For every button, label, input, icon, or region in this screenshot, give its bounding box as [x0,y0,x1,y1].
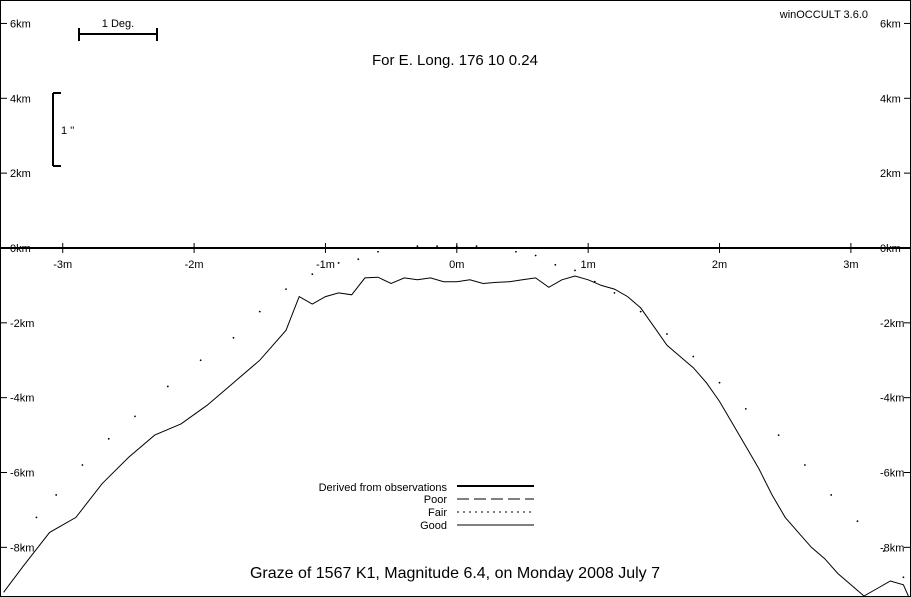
y-tick-label-left: -6km [10,468,34,480]
fair-limb-point [882,550,885,552]
fair-limb-point [475,245,478,248]
fair-limb-point [436,245,439,248]
x-tick-label: 3m [843,259,858,271]
fair-limb-point [81,464,84,466]
graze-footer: Graze of 1567 K1, Magnitude 6.4, on Mond… [250,565,660,582]
fair-limb-point [35,516,38,519]
y-tick-label-right: -2km [880,318,904,330]
fair-limb-point [718,381,721,384]
version-label: winOCCULT 3.6.0 [779,9,868,21]
fair-limb-point [534,254,537,257]
x-tick-label: 1m [581,259,596,271]
axes: -3m -2m -1m 0m 1m 2m 3m 6km 6km 4km 4km 2km 2km 0km 0k… [1,18,910,554]
fair-limb-point [902,576,905,579]
series-fair-points [22,245,905,579]
longitude-header: For E. Long. 176 10 0.24 [372,52,538,69]
y-tick-label-right: -4km [880,393,904,405]
fair-limb-point [416,245,419,248]
fair-limb-point [396,247,399,249]
y-tick-label-left: 4km [10,93,31,105]
fair-limb-point [554,263,557,266]
fair-limb-point [166,385,169,388]
fair-limb-point [515,250,517,253]
x-tick-label: -2m [185,259,204,271]
x-tick-label: -3m [53,259,72,271]
arcsec-scale-label: 1 '' [61,125,74,137]
arcsec-scale-bar [52,92,61,167]
fair-limb-point [357,258,360,261]
fair-limb-point [856,520,859,523]
y-tick-label-left: 2km [10,168,31,180]
legend-label-good: Good [420,520,447,532]
fair-limb-point [830,494,833,496]
fair-limb-point [134,415,136,418]
fair-limb-point [574,269,576,272]
y-tick-label-left: 0km [10,243,31,255]
fair-limb-point [777,434,780,436]
fair-limb-point [613,291,616,294]
y-tick-label-right: 2km [880,168,901,180]
fair-limb-point [107,437,110,440]
fair-limb-point [232,336,235,339]
fair-limb-point [495,247,498,249]
fair-limb-point [804,464,806,466]
fair-limb-point [377,250,379,253]
degree-scale-bar [78,28,158,41]
y-tick-label-right: 6km [880,18,901,30]
y-tick-label-right: 0km [880,243,901,255]
legend-label-poor: Poor [424,494,448,506]
y-tick-label-right: -8km [880,542,904,554]
y-tick-label-right: 4km [880,93,901,105]
fair-limb-point [22,546,25,549]
fair-limb-point [258,310,261,313]
fair-limb-point [337,262,340,264]
y-tick-label-left: -4km [10,393,34,405]
fair-limb-point [593,280,596,283]
fair-limb-point [744,407,747,410]
y-tick-label-left: -8km [10,542,34,554]
x-tick-label: -1m [316,259,335,271]
y-tick-label-right: -6km [880,468,904,480]
series-good-line [3,275,909,596]
legend-label-fair: Fair [428,507,447,519]
y-tick-label-left: -2km [10,318,34,330]
series-layer [3,245,909,596]
legend-label-derived: Derived from observations [319,482,448,494]
fair-limb-point [692,355,695,358]
fair-limb-point [639,310,642,313]
legend: Derived from observations Poor Fair Good [319,482,534,532]
x-tick-label: 2m [712,259,727,271]
degree-scale-label: 1 Deg. [102,18,134,30]
x-tick-label: 0m [449,259,464,271]
fair-limb-point [455,245,458,248]
fair-limb-point [666,333,668,335]
fair-limb-point [285,288,287,291]
fair-limb-point [55,494,58,496]
fair-limb-point [199,359,202,362]
fair-limb-point [311,273,314,276]
y-tick-label-left: 6km [10,18,31,30]
